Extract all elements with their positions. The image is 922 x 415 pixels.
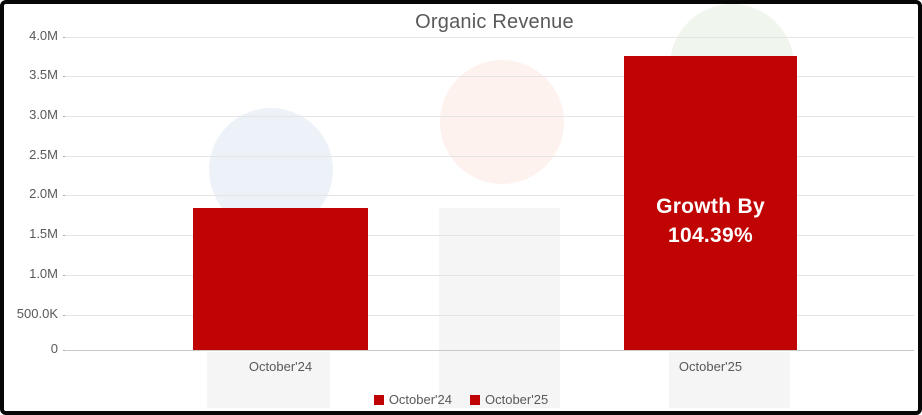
bar-october25: Growth By 104.39% [624,56,797,350]
growth-annotation-line1: Growth By [656,195,765,218]
x-axis-line [65,350,914,351]
y-tick-label: 1.5M [29,226,58,241]
ghost-bar [439,208,560,408]
gridline [65,156,914,157]
gridline [65,275,914,276]
legend-label: October'24 [388,392,452,407]
legend-item-october24: October'24 [373,392,452,407]
gridline [65,116,914,117]
growth-annotation: Growth By 104.39% [624,192,797,250]
chart-title: Organic Revenue [415,11,574,33]
legend-item-october25: October'25 [470,392,548,407]
y-tick-label: 500.0K [16,306,58,321]
bar-october24 [193,208,368,350]
category-band-oct24 [207,352,330,408]
gridline [65,195,914,196]
y-tick-label: 2.5M [29,147,58,162]
legend-swatch-icon [373,394,384,405]
legend-label: October'25 [485,392,549,407]
legend-swatch-icon [470,394,480,405]
y-tick-label: 4.0M [29,28,58,43]
y-tick-label: 0 [50,341,58,356]
gridline [65,37,914,38]
x-axis-label-october24: October'24 [248,359,313,374]
y-tick-label: 3.5M [29,67,58,82]
y-tick-label: 2.0M [29,186,58,201]
gridline [65,235,914,236]
x-axis-label-october25: October'25 [678,359,743,374]
gridline [65,315,914,316]
growth-annotation-line2: 104.39% [667,224,753,247]
y-tick-label: 1.0M [29,266,58,281]
y-tick-label: 3.0M [29,107,58,122]
gridline [65,76,914,77]
decor-circle-pink-icon [440,60,564,184]
category-band-oct25 [669,352,790,408]
legend: October'24 October'25 [4,392,918,407]
